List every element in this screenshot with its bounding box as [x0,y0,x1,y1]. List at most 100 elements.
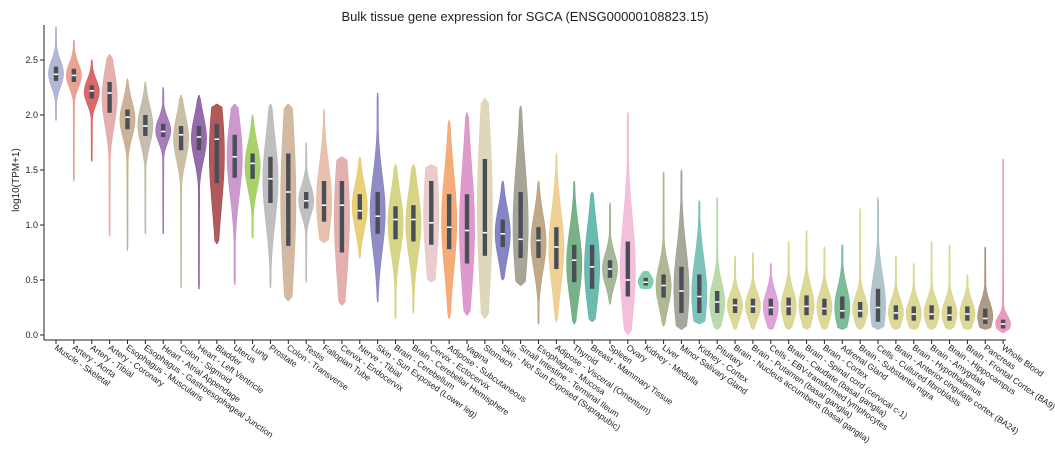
violin-body[interactable] [923,241,940,330]
violin-group [423,164,440,283]
violin-group [83,59,100,162]
violin-body[interactable] [870,197,886,330]
violin-body[interactable] [995,158,1011,334]
violin-body[interactable] [173,94,189,288]
violin-group [191,94,207,290]
violin-group [709,197,726,330]
violin-body[interactable] [387,164,404,319]
iqr-box [625,241,631,297]
iqr-box [107,82,112,113]
violin-group [119,78,136,251]
iqr-box [357,194,362,220]
violin-group [834,244,851,330]
violin-body[interactable] [298,142,315,283]
violin-group [745,252,761,330]
violin-group [530,180,547,325]
violin-body[interactable] [727,255,743,330]
violin-body[interactable] [959,274,976,330]
violin-group [673,169,690,330]
violin-group [351,156,368,259]
violin-body[interactable] [65,39,82,182]
violin-body[interactable] [745,252,761,330]
violin-group [334,156,350,306]
violin-body[interactable] [816,246,833,330]
violin-group [905,263,922,330]
violin-group [619,112,636,336]
iqr-box [411,205,416,242]
iqr-box [286,153,291,246]
iqr-box [572,244,577,283]
violin-group [655,171,672,327]
violin-body[interactable] [83,59,100,162]
violin-group [548,153,565,323]
violin-group [566,180,583,325]
violin-body[interactable] [673,169,690,330]
violin-body[interactable] [941,244,958,330]
violin-group [459,112,475,316]
violin-body[interactable] [798,230,815,330]
violin-group [870,197,886,330]
violin-group [494,180,511,281]
violin-group [637,270,654,290]
violin-group [48,26,64,121]
violin-group [923,241,940,330]
y-tick-label: 2.5 [25,55,38,65]
violin-body[interactable] [137,81,154,235]
violin-group [298,142,315,283]
violin-group [316,109,332,243]
iqr-box [161,123,166,137]
violin-body[interactable] [780,241,797,330]
violin-group [65,39,82,182]
iqr-box [89,85,94,99]
y-tick-label: 2.0 [25,110,38,120]
violin-body[interactable] [834,244,851,330]
violin-group [226,103,243,285]
iqr-box [321,181,327,222]
y-tick-label: 0.5 [25,275,38,285]
violin-body[interactable] [316,109,332,243]
violin-group [691,200,708,325]
violin-body[interactable] [602,202,618,305]
violin-group [512,105,529,286]
violin-group [441,120,458,319]
violin-body[interactable] [101,54,118,237]
iqr-box [375,192,380,234]
iqr-box [178,126,184,151]
violin-body[interactable] [977,246,994,330]
iqr-box [339,181,345,253]
violin-group [387,164,404,319]
violin-body[interactable] [226,103,243,285]
y-axis-label: log10(TPM+1) [11,148,22,212]
iqr-box [857,302,863,318]
violin-group [405,164,422,314]
iqr-box [983,308,988,324]
violin-group [602,202,618,305]
violin-body[interactable] [691,200,708,325]
iqr-box [393,206,398,240]
iqr-box [482,159,488,256]
violin-body[interactable] [905,263,922,330]
iqr-box [446,194,452,250]
violin-body[interactable] [619,112,636,336]
violin-body[interactable] [191,94,207,290]
violin-body[interactable] [887,255,904,330]
violin-group [137,81,154,235]
violin-group [762,263,779,330]
violin-group [280,103,297,302]
violin-group [995,158,1011,334]
iqr-box [947,306,952,321]
violin-group [780,241,797,330]
violin-body[interactable] [709,197,726,330]
violin-body[interactable] [119,78,136,251]
violin-group [101,54,118,237]
violin-body[interactable] [852,208,869,330]
violin-group [584,191,601,323]
violin-body[interactable] [155,87,172,235]
violin-body[interactable] [655,171,672,327]
violin-body[interactable] [762,263,779,330]
iqr-box [429,181,434,245]
iqr-box [875,288,881,322]
violin-group [369,92,386,303]
iqr-box [518,192,523,258]
